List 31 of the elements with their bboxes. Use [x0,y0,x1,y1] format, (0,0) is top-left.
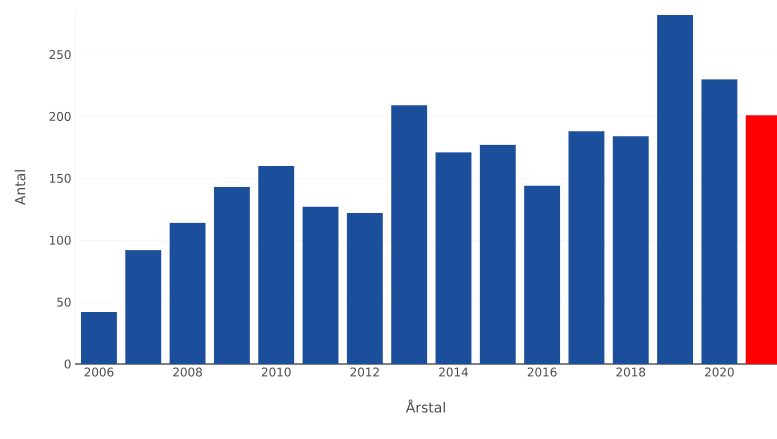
bar [170,222,206,364]
bar [346,212,383,364]
x-tick-label: 2010 [262,368,291,377]
bar [258,166,294,364]
y-tick-label: 0 [64,359,71,369]
x-axis-title: Årstal [406,400,445,413]
x-tick-label: 2020 [705,368,734,377]
bar [701,79,738,364]
bar [436,152,472,364]
x-tick-label: 2016 [528,368,557,377]
bar [391,105,428,364]
y-tick-label: 50 [57,298,71,307]
bar [612,136,649,364]
bar [125,250,162,364]
bar [657,14,694,364]
x-tick-label: 2008 [173,368,202,377]
bar [214,187,250,364]
x-tick-label: 2012 [350,368,379,377]
bar [568,131,604,364]
y-tick-label: 200 [50,112,71,121]
bar [80,312,117,364]
y-tick-label: 150 [50,174,71,183]
y-axis-title: Antal [14,170,26,206]
bar [524,186,560,364]
y-tick-label: 250 [50,50,71,60]
x-tick-label: 2018 [616,368,646,377]
x-tick-label: 2006 [84,368,114,377]
x-tick-label: 2014 [439,368,468,377]
y-tick-label: 100 [50,236,71,245]
bar [480,144,516,364]
bar [302,206,338,364]
